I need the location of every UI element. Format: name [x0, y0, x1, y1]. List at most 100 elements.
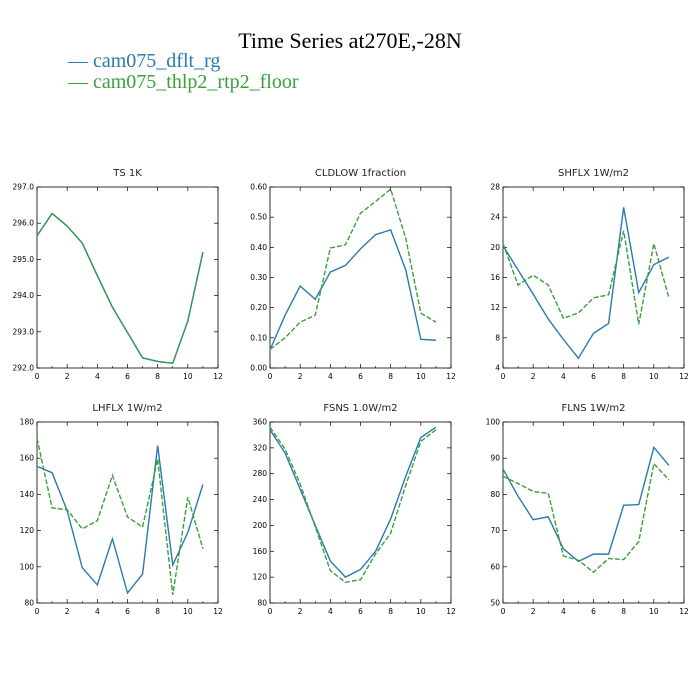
x-tick-label: 10	[183, 372, 193, 381]
y-tick-label: 295.0	[13, 255, 35, 264]
y-tick-label: 0.30	[250, 273, 267, 282]
y-tick-label: 0.60	[250, 183, 267, 192]
panel-title: SHFLX 1W/m2	[558, 168, 629, 179]
x-tick-label: 4	[561, 607, 566, 616]
y-tick-label: 294.0	[13, 291, 35, 300]
y-tick-label: 200	[253, 521, 268, 530]
x-tick-label: 0	[501, 372, 506, 381]
x-tick-label: 12	[213, 607, 223, 616]
legend-line-1: —	[68, 50, 88, 72]
y-tick-label: 90	[490, 454, 500, 463]
series-line-2	[269, 426, 437, 584]
legend-line-2: —	[68, 71, 88, 93]
x-tick-label: 2	[298, 372, 303, 381]
x-tick-label: 10	[183, 607, 193, 616]
x-tick-label: 2	[531, 607, 536, 616]
y-tick-label: 0.20	[250, 303, 267, 312]
y-tick-label: 28	[490, 183, 500, 192]
y-tick-label: 80	[24, 599, 34, 608]
y-tick-label: 180	[20, 418, 35, 427]
x-tick-label: 4	[95, 607, 100, 616]
x-tick-label: 4	[328, 372, 333, 381]
x-tick-label: 8	[621, 607, 626, 616]
y-tick-label: 292.0	[13, 364, 35, 373]
y-tick-label: 4	[495, 364, 500, 373]
y-tick-label: 293.0	[13, 327, 35, 336]
series-line-1	[269, 426, 437, 579]
y-tick-label: 240	[253, 495, 268, 504]
y-tick-label: 360	[253, 418, 268, 427]
x-tick-label: 12	[679, 372, 689, 381]
y-tick-label: 0.50	[250, 213, 267, 222]
x-tick-label: 10	[416, 607, 426, 616]
legend-label-2: cam075_thlp2_rtp2_floor	[93, 71, 299, 93]
y-tick-label: 140	[20, 490, 35, 499]
x-tick-label: 2	[65, 607, 70, 616]
x-tick-label: 4	[95, 372, 100, 381]
x-tick-label: 6	[125, 372, 130, 381]
y-tick-label: 20	[490, 243, 500, 252]
x-tick-label: 4	[561, 372, 566, 381]
x-tick-label: 6	[591, 607, 596, 616]
panel-title: FLNS 1W/m2	[561, 403, 625, 414]
y-tick-label: 16	[490, 273, 500, 282]
x-tick-label: 2	[298, 607, 303, 616]
series-line-2	[502, 230, 670, 325]
y-tick-label: 50	[490, 599, 500, 608]
x-tick-label: 8	[621, 372, 626, 381]
x-tick-label: 8	[388, 372, 393, 381]
x-tick-label: 8	[155, 607, 160, 616]
y-tick-label: 120	[253, 573, 268, 582]
y-tick-label: 80	[490, 490, 500, 499]
x-tick-label: 2	[531, 372, 536, 381]
x-tick-label: 10	[649, 372, 659, 381]
y-tick-label: 100	[486, 418, 501, 427]
x-tick-label: 10	[416, 372, 426, 381]
legend-item-1: — cam075_dflt_rg	[68, 50, 220, 73]
y-tick-label: 100	[20, 562, 35, 571]
x-tick-label: 12	[446, 607, 456, 616]
y-tick-label: 160	[20, 454, 35, 463]
x-tick-label: 0	[35, 372, 40, 381]
y-tick-label: 80	[257, 599, 267, 608]
chart-panel-5: FSNS 1.0W/m2 0 2 4 6 8 10 12 80 120 160 200 240 280 32…	[253, 403, 456, 616]
x-tick-label: 6	[358, 372, 363, 381]
x-tick-label: 0	[501, 607, 506, 616]
chart-panel-1: TS 1K 0 2 4 6 8 10 12 292.0 293.0 294.0 295.0 296.0 2…	[13, 168, 223, 381]
chart-panel-4: LHFLX 1W/m2 0 2 4 6 8 10 12 80 100 120 140 160 180	[20, 403, 223, 616]
x-tick-label: 10	[649, 607, 659, 616]
plot-frame	[36, 186, 219, 369]
series-line-2	[269, 187, 437, 350]
y-tick-label: 60	[490, 562, 500, 571]
plot-frame	[269, 421, 452, 604]
series-line-2	[36, 438, 204, 595]
x-tick-label: 6	[358, 607, 363, 616]
x-tick-label: 12	[213, 372, 223, 381]
x-tick-label: 2	[65, 372, 70, 381]
x-tick-label: 6	[125, 607, 130, 616]
y-tick-label: 0.40	[250, 243, 267, 252]
panel-title: LHFLX 1W/m2	[92, 403, 162, 414]
series-line-1	[36, 445, 204, 595]
x-tick-label: 12	[679, 607, 689, 616]
series-line-1	[502, 445, 670, 563]
y-tick-label: 320	[253, 443, 268, 452]
series-line-2	[36, 212, 204, 365]
series-line-1	[269, 228, 436, 351]
plot-frame	[502, 421, 685, 604]
x-tick-label: 4	[328, 607, 333, 616]
x-tick-label: 8	[155, 372, 160, 381]
panel-title: FSNS 1.0W/m2	[323, 403, 397, 414]
x-tick-label: 0	[268, 372, 273, 381]
series-line-2	[502, 462, 670, 574]
y-tick-label: 70	[490, 526, 500, 535]
figure-title: Time Series at270E,-28N	[238, 28, 462, 53]
y-tick-label: 120	[20, 526, 35, 535]
y-tick-label: 160	[253, 547, 268, 556]
y-tick-label: 297.0	[13, 183, 35, 192]
y-tick-label: 280	[253, 469, 268, 478]
y-tick-label: 0.10	[250, 333, 267, 342]
chart-panel-2: CLDLOW 1fraction 0 2 4 6 8 10 12 0.00 0.10 0.20 0.3…	[250, 168, 456, 381]
plot-frame	[36, 421, 219, 604]
